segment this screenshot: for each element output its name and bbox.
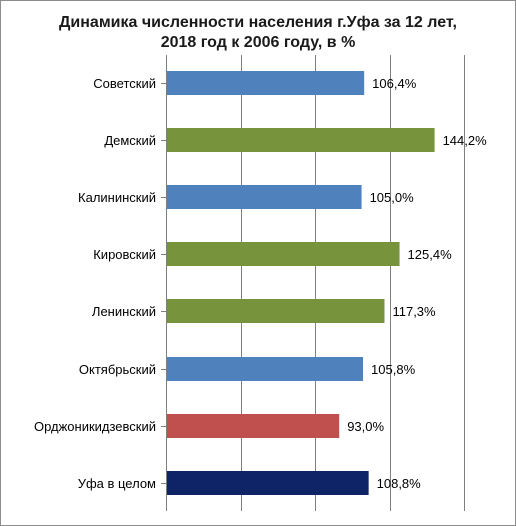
bar: [167, 299, 385, 323]
data-label: 106,4%: [372, 76, 417, 91]
bar: [167, 414, 340, 438]
data-label: 108,8%: [377, 476, 422, 491]
bar: [167, 71, 365, 95]
category-label: Октябрьский: [79, 362, 156, 377]
category-label: Уфа в целом: [78, 476, 156, 491]
data-label: 105,8%: [371, 362, 416, 377]
data-label: 125,4%: [408, 247, 453, 262]
chart-title-line-1: Динамика численности населения г.Уфа за …: [59, 14, 457, 31]
bar: [167, 128, 435, 152]
bar: [167, 242, 400, 266]
chart-title: Динамика численности населения г.Уфа за …: [1, 13, 515, 53]
category-label: Ленинский: [92, 304, 156, 319]
category-label: Советский: [93, 76, 156, 91]
chart-title-line-2: 2018 год к 2006 году, в %: [160, 34, 356, 51]
data-label: 117,3%: [392, 304, 436, 319]
bar: [167, 471, 369, 495]
category-label: Орджоникидзевский: [34, 419, 156, 434]
bar: [167, 357, 364, 381]
category-label: Демский: [104, 133, 156, 148]
category-label: Калининский: [78, 190, 156, 205]
category-label: Кировский: [93, 247, 156, 262]
data-label: 105,0%: [370, 190, 415, 205]
bar: [167, 185, 362, 209]
data-label: 93,0%: [347, 419, 384, 434]
data-label: 144,2%: [443, 133, 488, 148]
